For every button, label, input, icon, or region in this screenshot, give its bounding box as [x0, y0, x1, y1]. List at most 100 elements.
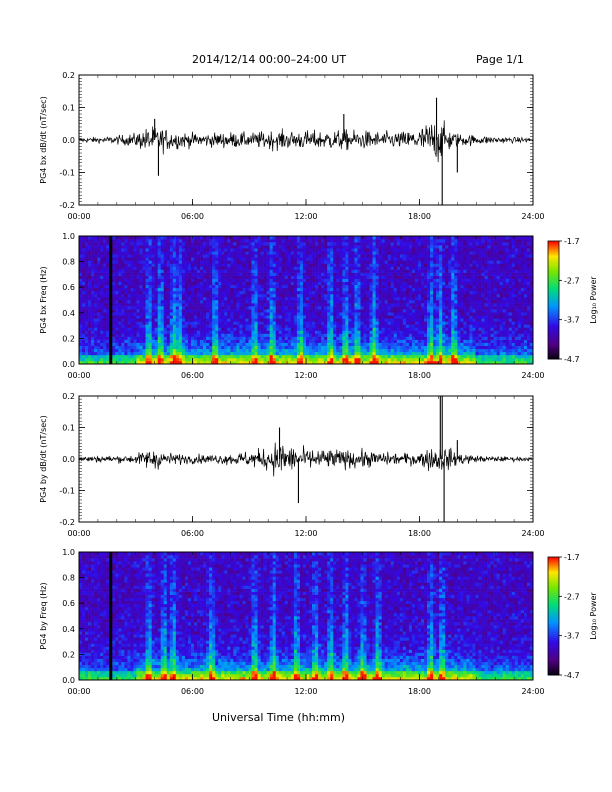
spectrogram-cell — [348, 239, 352, 243]
spectrogram-cell — [157, 348, 162, 353]
spectrogram-cell — [293, 339, 298, 343]
spectrogram-cell — [200, 296, 204, 301]
spectrogram-cell — [296, 324, 301, 328]
spectrogram-cell — [227, 345, 231, 350]
spectrogram-cell — [248, 351, 252, 356]
spectrogram-cell — [299, 351, 304, 356]
spectrogram-cell — [218, 360, 222, 365]
spectrogram-cell — [175, 248, 180, 252]
spectrogram-cell — [251, 290, 255, 295]
spectrogram-cell — [215, 351, 219, 356]
spectrogram-cell — [109, 324, 113, 328]
spectrogram-cell — [372, 284, 376, 289]
spectrogram-cell — [390, 263, 395, 267]
spectrogram-cell — [354, 245, 358, 249]
spectrogram-cell — [109, 260, 113, 264]
spectrogram-cell — [248, 269, 252, 273]
spectrogram-cell — [393, 278, 398, 283]
spectrogram-cell — [414, 303, 419, 307]
spectrogram-cell — [399, 275, 404, 279]
spectrogram-cell — [218, 345, 222, 350]
spectrogram-cell — [363, 306, 367, 310]
spectrogram-cell — [269, 263, 274, 267]
spectrogram-cell — [333, 348, 337, 353]
spectrogram-cell — [172, 263, 177, 267]
spectrogram-cell — [369, 275, 373, 279]
spectrogram-cell — [197, 248, 201, 252]
spectrogram-cell — [236, 336, 240, 340]
spectrogram-cell — [299, 290, 304, 295]
spectrogram-cell — [154, 278, 158, 283]
spectrogram-cell — [421, 236, 425, 240]
spectrogram-cell — [354, 260, 358, 264]
spectrogram-cell — [124, 354, 128, 359]
spectrogram-cell — [345, 290, 349, 295]
spectrogram-cell — [239, 248, 243, 252]
spectrogram-cell — [369, 272, 373, 276]
spectrogram-cell — [284, 287, 289, 292]
spectrogram-cell — [130, 248, 134, 252]
spectrogram-cell — [257, 236, 261, 240]
spectrogram-cell — [384, 336, 389, 340]
spectrogram-cell — [142, 306, 146, 310]
spectrogram-cell — [124, 275, 128, 279]
spectrogram-cell — [309, 290, 313, 295]
spectrogram-cell — [342, 278, 346, 283]
spectrogram-cell — [218, 296, 222, 301]
spectrogram-cell — [115, 248, 119, 252]
spectrogram-cell — [181, 300, 186, 304]
spectrogram-cell — [230, 248, 234, 252]
spectrogram-cell — [127, 330, 131, 334]
spectrogram-cell — [375, 357, 379, 362]
spectrogram-cell — [363, 245, 367, 249]
spectrogram-cell — [378, 327, 382, 331]
spectrogram-cell — [206, 242, 210, 246]
spectrogram-cell — [330, 242, 334, 246]
spectrogram-cell — [184, 324, 189, 328]
spectrogram-cell — [169, 333, 174, 337]
spectrogram-cell — [360, 266, 364, 270]
spectrogram-cell — [133, 348, 137, 353]
spectrogram-cell — [175, 251, 180, 255]
spectrogram-cell — [411, 339, 416, 343]
spectrogram-cell — [175, 306, 180, 310]
spectrogram-cell — [115, 348, 119, 353]
spectrogram-cell — [112, 300, 116, 304]
spectrogram-cell — [357, 321, 361, 325]
spectrogram-cell — [278, 245, 283, 249]
spectrogram-cell — [82, 351, 86, 356]
spectrogram-cell — [378, 309, 382, 313]
spectrogram-cell — [372, 275, 376, 279]
spectrogram-cell — [157, 254, 162, 258]
spectrogram-cell — [257, 312, 261, 316]
spectrogram-cell — [106, 242, 110, 246]
spectrogram-cell — [284, 324, 289, 328]
spectrogram-cell — [399, 284, 404, 289]
spectrogram-cell — [417, 257, 422, 261]
spectrogram-cell — [115, 318, 119, 322]
spectrogram-cell — [163, 336, 168, 340]
spectrogram-cell — [424, 327, 428, 331]
spectrogram-cell — [342, 263, 346, 267]
spectrogram-cell — [218, 348, 222, 353]
spectrogram-cell — [184, 306, 189, 310]
spectrogram-cell — [206, 348, 210, 353]
spectrogram-cell — [175, 257, 180, 261]
spectrogram-cell — [266, 290, 270, 295]
spectrogram-cell — [405, 342, 410, 347]
spectrogram-cell — [357, 327, 361, 331]
spectrogram-cell — [251, 260, 255, 264]
spectrogram-cell — [278, 284, 283, 289]
spectrogram-cell — [218, 293, 222, 298]
spectrogram-cell — [384, 333, 389, 337]
spectrogram-cell — [339, 236, 343, 240]
spectrogram-cell — [236, 360, 240, 365]
spectrogram-cell — [236, 278, 240, 283]
spectrogram-cell — [230, 336, 234, 340]
spectrogram-cell — [354, 327, 358, 331]
spectrogram-cell — [290, 309, 295, 313]
spectrogram-cell — [336, 290, 340, 295]
spectrogram-cell — [209, 315, 213, 319]
spectrogram-cell — [206, 354, 210, 359]
